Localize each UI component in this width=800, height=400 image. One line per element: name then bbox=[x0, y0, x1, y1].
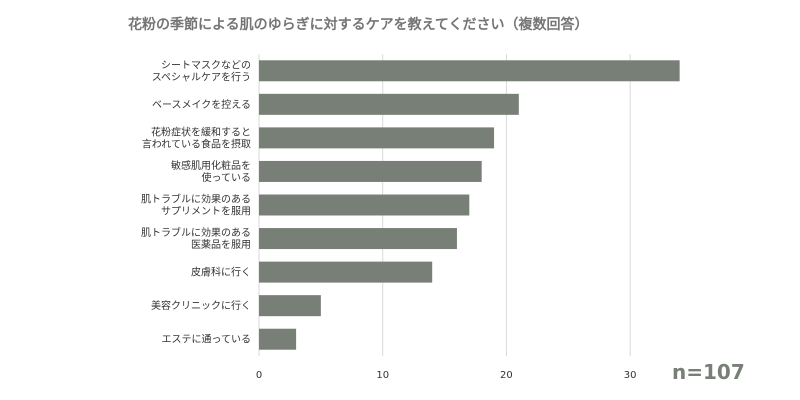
bar bbox=[259, 160, 482, 182]
category-label: 美容クリニックに行く bbox=[151, 299, 251, 312]
bar bbox=[259, 328, 297, 350]
category-label: 肌トラブルに効果のあるサプリメントを服用 bbox=[141, 193, 251, 218]
bar bbox=[259, 261, 433, 283]
bar bbox=[259, 93, 519, 115]
x-tick-label: 20 bbox=[500, 370, 513, 381]
bar bbox=[259, 127, 495, 149]
x-tick-label: 30 bbox=[624, 370, 637, 381]
category-labels: シートマスクなどのスペシャルケアを行うベースメイクを控える花粉症状を緩和すると言… bbox=[141, 59, 251, 345]
bar bbox=[259, 194, 470, 216]
category-label: ベースメイクを控える bbox=[152, 98, 251, 111]
bar bbox=[259, 295, 321, 317]
x-axis-ticks: 0 10 20 30 bbox=[256, 370, 637, 381]
x-tick-label: 0 bbox=[256, 370, 262, 381]
category-label: シートマスクなどのスペシャルケアを行う bbox=[152, 59, 251, 83]
category-label: 肌トラブルに効果のある医薬品を服用 bbox=[141, 226, 251, 251]
category-label: 花粉症状を緩和すると言われている食品を摂取 bbox=[142, 125, 251, 150]
x-tick-label: 10 bbox=[376, 370, 389, 381]
bar bbox=[259, 228, 457, 250]
category-label: 敏感肌用化粧品を使っている bbox=[171, 159, 251, 184]
category-label: 皮膚科に行く bbox=[191, 266, 251, 279]
sample-size-annotation: n=107 bbox=[672, 360, 745, 384]
bars bbox=[259, 60, 680, 350]
category-label: エステに通っている bbox=[162, 334, 252, 346]
chart-title: 花粉の季節による肌のゆらぎに対するケアを教えてください（複数回答） bbox=[128, 17, 589, 33]
bar bbox=[259, 60, 680, 82]
